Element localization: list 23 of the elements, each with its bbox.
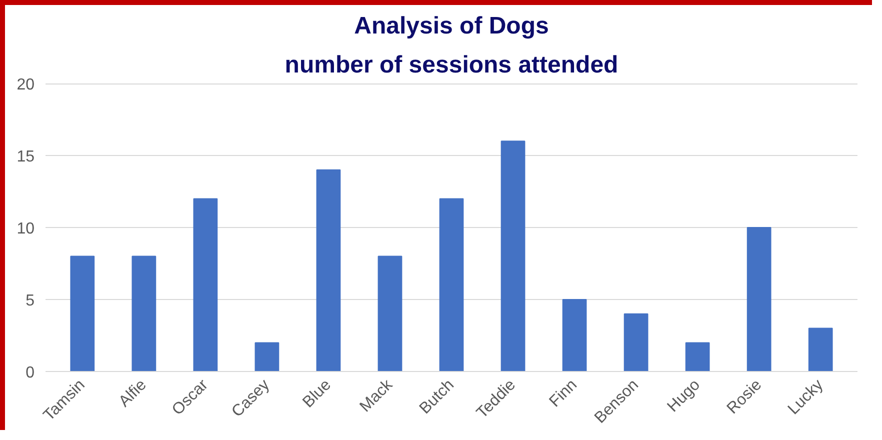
bar <box>70 256 95 372</box>
bar <box>562 299 587 372</box>
y-tick-label: 15 <box>16 148 35 166</box>
y-tick-label: 10 <box>16 220 35 238</box>
y-tick-label: 5 <box>26 292 35 310</box>
bar <box>378 256 402 372</box>
bar <box>316 169 341 372</box>
bar <box>685 342 710 372</box>
bar <box>808 328 833 372</box>
bar <box>132 256 156 372</box>
bar <box>193 198 218 372</box>
bar <box>624 313 648 372</box>
x-tick-label: Blue <box>300 376 335 412</box>
bar <box>500 140 526 372</box>
x-tick-label: Finn <box>546 376 581 411</box>
bar <box>439 198 464 372</box>
bar <box>254 342 280 372</box>
bar <box>746 227 772 372</box>
y-tick-label: 0 <box>26 364 35 382</box>
chart-title: Analysis of Dogs <box>354 12 549 40</box>
y-tick-label: 20 <box>16 76 35 94</box>
chart-subtitle: number of sessions attended <box>284 52 618 78</box>
x-tick-label: Alfie <box>116 376 150 411</box>
